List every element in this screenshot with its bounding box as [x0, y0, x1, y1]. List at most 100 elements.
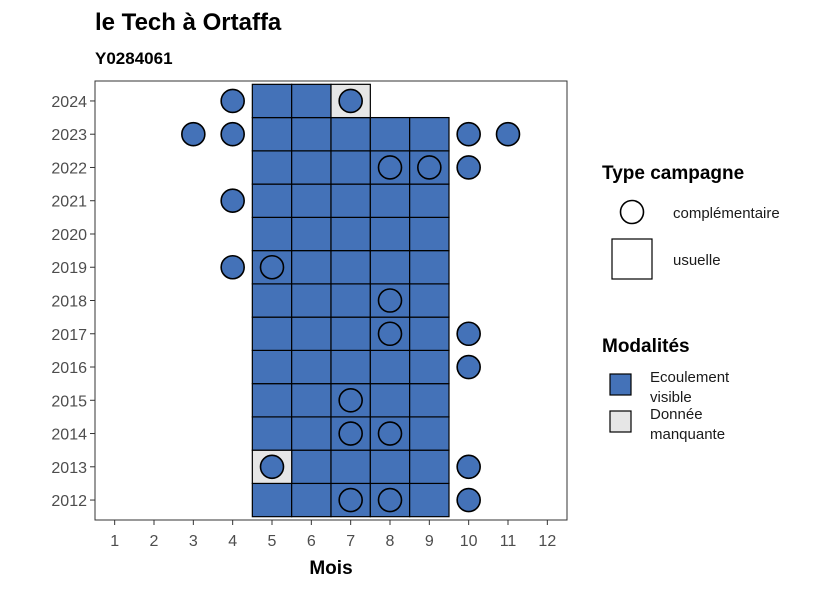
y-tick-label: 2014: [51, 427, 87, 444]
y-tick-label: 2021: [51, 194, 87, 211]
point-complementaire: [377, 321, 403, 347]
point-complementaire: [338, 487, 363, 513]
x-tick-label: 11: [500, 533, 517, 550]
tile-usuelle: [369, 250, 411, 285]
point-complementaire: [338, 387, 363, 413]
tile-usuelle: [369, 383, 411, 418]
x-tick-label: 8: [386, 533, 395, 550]
tile-usuelle: [291, 449, 332, 485]
tile-usuelle: [330, 250, 371, 285]
tile-usuelle: [291, 482, 332, 518]
legend-label-ecoulement-visible: Ecoulement visible: [650, 369, 730, 406]
point-complementaire: [220, 254, 245, 280]
tile-usuelle: [291, 216, 332, 252]
x-tick-label: 5: [268, 533, 277, 550]
tile-usuelle: [330, 150, 371, 185]
x-tick-label: 7: [346, 533, 355, 550]
y-tick-label: 2023: [51, 127, 87, 144]
tile-usuelle: [291, 150, 332, 185]
tile-usuelle: [291, 349, 332, 385]
tile-usuelle: [369, 449, 411, 485]
chart-title: le Tech à Ortaffa: [95, 9, 282, 36]
legend-label-complementaire: complémentaire: [673, 205, 780, 222]
x-tick-label: 3: [189, 533, 198, 550]
tile-usuelle: [330, 449, 371, 485]
tile-usuelle: [409, 183, 450, 218]
tile-usuelle: [330, 349, 371, 385]
point-complementaire: [259, 254, 285, 280]
tile-usuelle: [369, 349, 411, 385]
point-complementaire: [377, 487, 403, 513]
point-complementaire: [259, 454, 285, 480]
tile-usuelle: [251, 116, 293, 152]
tile-usuelle: [251, 283, 293, 318]
tile-usuelle: [251, 83, 293, 119]
point-complementaire: [456, 321, 481, 347]
point-complementaire: [456, 487, 481, 513]
tile-usuelle: [409, 250, 450, 285]
x-axis-title: Mois: [309, 558, 352, 579]
tile-usuelle: [330, 183, 371, 218]
tile-usuelle: [330, 116, 371, 152]
tile-usuelle: [291, 416, 332, 451]
tile-usuelle: [251, 482, 293, 518]
tile-usuelle: [330, 216, 371, 252]
tile-usuelle: [369, 216, 411, 252]
tile-usuelle: [251, 316, 293, 351]
y-tick-label: 2024: [51, 94, 87, 111]
legend-label-usuelle: usuelle: [673, 252, 721, 269]
tile-usuelle: [409, 416, 450, 451]
tile-usuelle: [369, 183, 411, 218]
tile-usuelle: [409, 383, 450, 418]
point-complementaire: [456, 354, 481, 380]
point-complementaire: [220, 121, 245, 147]
point-complementaire: [456, 155, 481, 180]
point-complementaire: [220, 88, 245, 114]
y-tick-label: 2022: [51, 160, 87, 177]
tile-usuelle: [251, 150, 293, 185]
legend-key-usuelle: [611, 238, 653, 280]
tile-usuelle: [291, 83, 332, 119]
point-complementaire: [377, 155, 403, 180]
point-complementaire: [495, 121, 521, 147]
tile-usuelle: [291, 283, 332, 318]
tile-usuelle: [330, 283, 371, 318]
tile-usuelle: [369, 116, 411, 152]
y-tick-label: 2017: [51, 327, 87, 344]
y-tick-label: 2012: [51, 493, 87, 510]
legend-type-title: Type campagne: [602, 163, 744, 184]
point-complementaire: [220, 188, 245, 214]
x-tick-label: 2: [150, 533, 159, 550]
point-complementaire: [417, 155, 442, 180]
tile-usuelle: [291, 250, 332, 285]
y-tick-label: 2013: [51, 460, 87, 477]
point-complementaire: [338, 421, 363, 446]
tile-usuelle: [409, 216, 450, 252]
tile-usuelle: [291, 316, 332, 351]
x-tick-label: 4: [228, 533, 237, 550]
legend-key-donnee-manquante: [609, 410, 632, 433]
x-tick-label: 12: [538, 533, 556, 550]
tile-usuelle: [251, 216, 293, 252]
legend-modalite-title: Modalités: [602, 336, 690, 357]
chart-subtitle: Y0284061: [95, 49, 173, 68]
legend-key-ecoulement-visible: [609, 373, 632, 396]
tile-usuelle: [291, 116, 332, 152]
point-complementaire: [456, 454, 481, 480]
tile-usuelle: [291, 383, 332, 418]
legend-label-donnee-manquante: Donnée manquante: [650, 406, 725, 443]
tile-usuelle: [409, 349, 450, 385]
tile-usuelle: [251, 383, 293, 418]
y-tick-label: 2018: [51, 294, 87, 311]
tile-usuelle: [251, 183, 293, 218]
tile-usuelle: [409, 116, 450, 152]
point-complementaire: [377, 288, 403, 313]
tile-usuelle: [409, 449, 450, 485]
y-tick-label: 2016: [51, 360, 87, 377]
x-tick-label: 9: [425, 533, 434, 550]
tile-usuelle: [291, 183, 332, 218]
point-complementaire: [377, 421, 403, 446]
tile-usuelle: [409, 482, 450, 518]
point-complementaire: [338, 88, 363, 114]
y-tick-label: 2020: [51, 227, 87, 244]
